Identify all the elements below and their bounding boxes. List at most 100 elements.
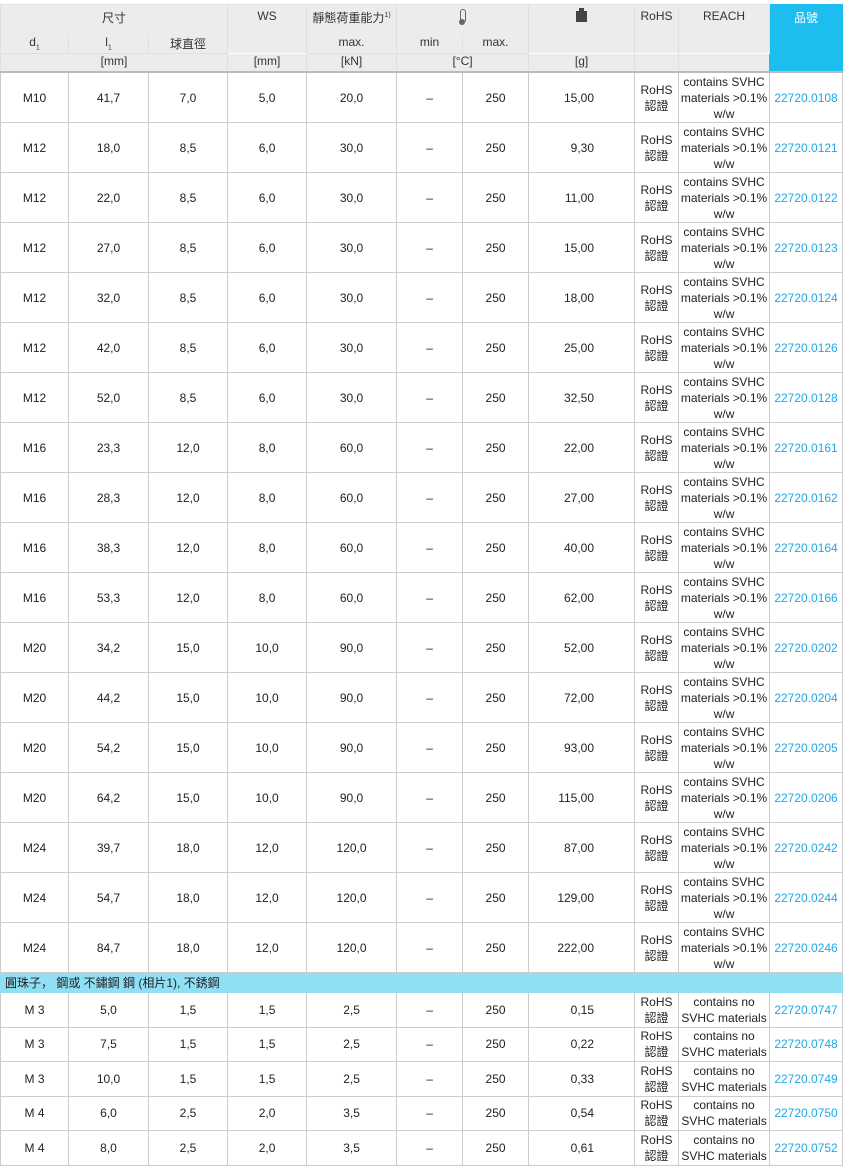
cell-reach: contains no SVHC materials	[678, 992, 771, 1028]
cell-ws: 6,0	[227, 372, 308, 423]
cell-ws: 8,0	[227, 522, 308, 573]
cell-weight: 40,00	[528, 522, 636, 573]
load-max-header: max.	[306, 35, 398, 54]
cell-ws: 12,0	[227, 872, 308, 923]
cell-rohs: RoHS 認證	[634, 1061, 680, 1097]
cell-ws: 1,5	[227, 992, 308, 1028]
cell-l1: 6,0	[68, 1095, 149, 1131]
cell-part-number[interactable]: 22720.0166	[769, 572, 844, 623]
cell-temp-max: 250	[462, 71, 530, 123]
cell-reach: contains SVHC materials >0.1% w/w	[678, 322, 771, 373]
cell-l1: 28,3	[68, 472, 149, 523]
cell-ball-diameter: 2,5	[147, 1095, 229, 1131]
cell-rohs: RoHS 認證	[634, 272, 680, 323]
cell-part-number[interactable]: 22720.0749	[769, 1061, 844, 1097]
cell-load-max: 90,0	[306, 672, 398, 723]
load-header: 靜態荷重能力1)	[306, 4, 398, 35]
cell-part-number[interactable]: 22720.0124	[769, 272, 844, 323]
cell-ball-diameter: 2,5	[147, 1130, 229, 1166]
cell-part-number[interactable]: 22720.0126	[769, 322, 844, 373]
cell-part-number[interactable]: 22720.0128	[769, 372, 844, 423]
cell-part-number[interactable]: 22720.0164	[769, 522, 844, 573]
unit-gram: [g]	[528, 53, 636, 73]
cell-ball-diameter: 8,5	[147, 122, 229, 173]
cell-weight: 0,33	[528, 1061, 636, 1097]
cell-ws: 2,0	[227, 1095, 308, 1131]
cell-temp-max: 250	[462, 1095, 530, 1131]
d1-label: d	[29, 35, 36, 49]
cell-temp-max: 250	[462, 772, 530, 823]
table-row: M 3 7,5 1,5 1,5 2,5–250 0,22 RoHS 認證 contains no…	[0, 1026, 844, 1062]
cell-ball-diameter: 8,5	[147, 222, 229, 273]
cell-reach: contains SVHC materials >0.1% w/w	[678, 71, 771, 123]
unit-ws: [mm]	[227, 53, 308, 73]
cell-weight: 18,00	[528, 272, 636, 323]
cell-part-number[interactable]: 22720.0244	[769, 872, 844, 923]
cell-d1: M12	[0, 322, 69, 373]
d1-header: d1	[0, 35, 69, 54]
cell-temp-max: 250	[462, 992, 530, 1028]
cell-weight: 9,30	[528, 122, 636, 173]
table-row: M24 84,7 18,0 12,0 120,0–250 222,00 RoHS 認證 cont…	[0, 922, 844, 973]
cell-ws: 8,0	[227, 422, 308, 473]
cell-part-number[interactable]: 22720.0204	[769, 672, 844, 723]
cell-rohs: RoHS 認證	[634, 822, 680, 873]
table-row: M16 23,3 12,0 8,0 60,0–250 22,00 RoHS 認證 contain…	[0, 422, 844, 473]
cell-temp-min: –	[396, 1061, 464, 1097]
cell-temp-max: 250	[462, 272, 530, 323]
cell-l1: 52,0	[68, 372, 149, 423]
temp-min-header: min	[396, 35, 464, 54]
cell-load-max: 60,0	[306, 422, 398, 473]
cell-ball-diameter: 12,0	[147, 522, 229, 573]
cell-d1: M 3	[0, 1061, 69, 1097]
cell-d1: M24	[0, 822, 69, 873]
cell-temp-max: 250	[462, 222, 530, 273]
cell-reach: contains SVHC materials >0.1% w/w	[678, 622, 771, 673]
cell-ball-diameter: 7,0	[147, 71, 229, 123]
cell-temp-min: –	[396, 372, 464, 423]
cell-part-number[interactable]: 22720.0123	[769, 222, 844, 273]
cell-weight: 62,00	[528, 572, 636, 623]
cell-part-number[interactable]: 22720.0108	[769, 71, 844, 123]
cell-part-number[interactable]: 22720.0246	[769, 922, 844, 973]
cell-part-number[interactable]: 22720.0161	[769, 422, 844, 473]
cell-ws: 12,0	[227, 822, 308, 873]
cell-rohs: RoHS 認證	[634, 522, 680, 573]
cell-d1: M 4	[0, 1095, 69, 1131]
cell-part-number[interactable]: 22720.0748	[769, 1026, 844, 1062]
cell-part-number[interactable]: 22720.0205	[769, 722, 844, 773]
cell-part-number[interactable]: 22720.0121	[769, 122, 844, 173]
cell-part-number[interactable]: 22720.0206	[769, 772, 844, 823]
cell-l1: 7,5	[68, 1026, 149, 1062]
unit-kn: [kN]	[306, 53, 398, 73]
weight-icon	[576, 8, 588, 22]
cell-part-number[interactable]: 22720.0750	[769, 1095, 844, 1131]
cell-part-number[interactable]: 22720.0162	[769, 472, 844, 523]
cell-part-number[interactable]: 22720.0752	[769, 1130, 844, 1166]
cell-ball-diameter: 8,5	[147, 272, 229, 323]
cell-part-number[interactable]: 22720.0122	[769, 172, 844, 223]
cell-temp-min: –	[396, 772, 464, 823]
table-row: M12 32,0 8,5 6,0 30,0–250 18,00 RoHS 認證 contains…	[0, 272, 844, 323]
cell-temp-max: 250	[462, 822, 530, 873]
cell-ball-diameter: 15,0	[147, 772, 229, 823]
dimensions-header: 尺寸	[0, 4, 229, 35]
table-row: M24 54,7 18,0 12,0 120,0–250 129,00 RoHS 認證 cont…	[0, 872, 844, 923]
table-row: M12 42,0 8,5 6,0 30,0–250 25,00 RoHS 認證 contains…	[0, 322, 844, 373]
cell-ws: 12,0	[227, 922, 308, 973]
cell-l1: 54,2	[68, 722, 149, 773]
table-row: M20 44,2 15,0 10,0 90,0–250 72,00 RoHS 認證 contai…	[0, 672, 844, 723]
cell-temp-min: –	[396, 422, 464, 473]
cell-d1: M 4	[0, 1130, 69, 1166]
cell-temp-min: –	[396, 472, 464, 523]
cell-part-number[interactable]: 22720.0747	[769, 992, 844, 1028]
cell-temp-max: 250	[462, 922, 530, 973]
cell-l1: 18,0	[68, 122, 149, 173]
cell-weight: 87,00	[528, 822, 636, 873]
cell-rohs: RoHS 認證	[634, 322, 680, 373]
cell-ball-diameter: 15,0	[147, 622, 229, 673]
cell-part-number[interactable]: 22720.0242	[769, 822, 844, 873]
cell-part-number[interactable]: 22720.0202	[769, 622, 844, 673]
cell-reach: contains SVHC materials >0.1% w/w	[678, 772, 771, 823]
cell-weight: 22,00	[528, 422, 636, 473]
